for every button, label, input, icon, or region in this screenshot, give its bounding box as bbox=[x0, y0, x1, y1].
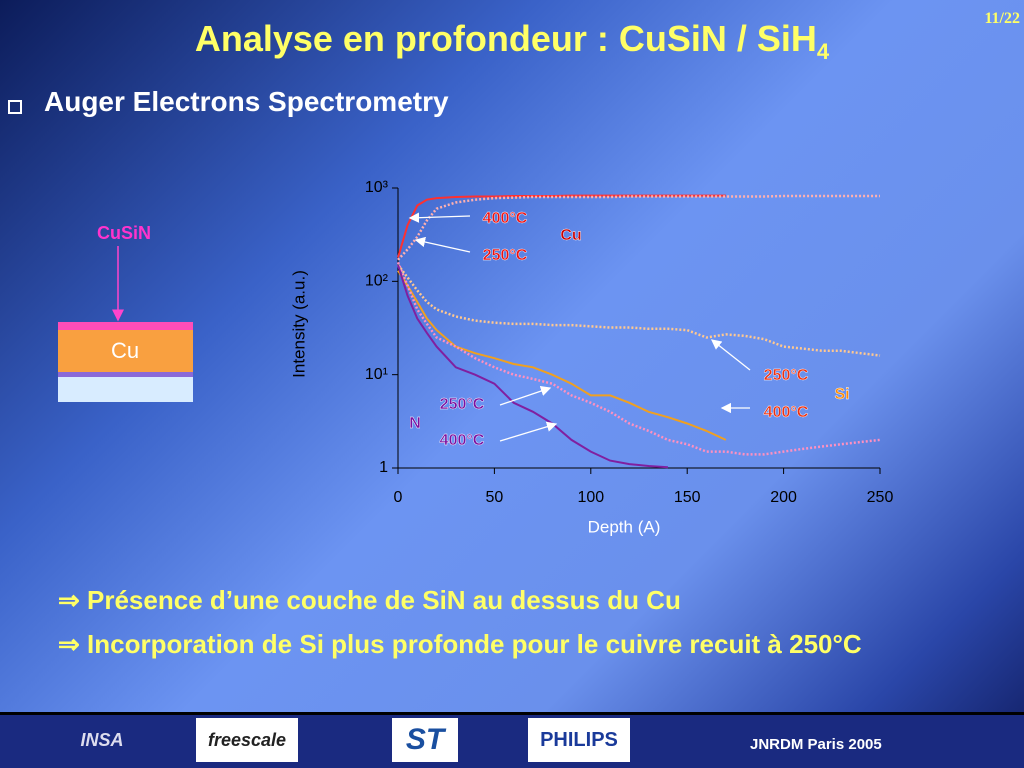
y-tick-label: 1 bbox=[379, 459, 388, 476]
bullet: Auger Electrons Spectrometry bbox=[44, 86, 449, 117]
annotation: 400°C bbox=[440, 432, 485, 449]
x-axis-label: Depth (A) bbox=[588, 517, 661, 536]
page-number: 11/22 bbox=[984, 10, 1020, 27]
x-tick-label: 150 bbox=[674, 489, 701, 506]
y-tick-label: 10² bbox=[365, 273, 389, 290]
y-axis-label: Intensity (a.u.) bbox=[289, 270, 308, 378]
event: JNRDM Paris 2005 bbox=[750, 736, 882, 753]
cu-layer bbox=[58, 330, 193, 372]
substrate-layer bbox=[58, 377, 193, 402]
y-tick-label: 10³ bbox=[365, 179, 389, 196]
title-text: Analyse en profondeur : CuSiN / SiH bbox=[194, 18, 817, 59]
series-line bbox=[397, 264, 881, 357]
title: Analyse en profondeur : CuSiN / SiH4 bbox=[0, 18, 1024, 65]
y-tick-label: 10¹ bbox=[365, 366, 388, 383]
series-line bbox=[396, 261, 881, 456]
series-line bbox=[397, 264, 668, 469]
layer-label: CuSiN bbox=[97, 223, 151, 243]
annotation: 400°C bbox=[764, 404, 809, 421]
cu-label: Cu bbox=[111, 338, 139, 363]
barrier-layer bbox=[58, 372, 193, 377]
logo: INSA bbox=[80, 729, 124, 750]
series-line bbox=[397, 194, 880, 261]
annotation-arrow bbox=[499, 421, 558, 442]
x-tick-label: 100 bbox=[577, 489, 604, 506]
series-line bbox=[397, 270, 727, 441]
bullet-marker bbox=[8, 100, 22, 114]
x-tick-label: 0 bbox=[394, 489, 403, 506]
annotation: 250°C bbox=[440, 396, 485, 413]
annotation: 250°C bbox=[764, 367, 809, 384]
annotation: N bbox=[409, 415, 421, 432]
chart: 1 10¹ 10² 10³ 0 50 100 150 200 250 Depth (A) Intens… bbox=[289, 179, 893, 536]
conclusion: ⇒ Présence d’une couche de SiN au dessus… bbox=[58, 585, 681, 615]
conclusion: ⇒ Incorporation de Si plus profonde pour… bbox=[58, 629, 862, 659]
annotation: Cu bbox=[560, 227, 581, 244]
annotation: 250°C bbox=[483, 247, 528, 264]
annotation-arrow bbox=[414, 236, 471, 253]
title-subscript: 4 bbox=[816, 39, 830, 65]
logo: ST bbox=[392, 718, 458, 762]
footer bbox=[0, 712, 1024, 768]
x-tick-label: 50 bbox=[486, 489, 504, 506]
logo: freescale bbox=[196, 718, 298, 762]
annotation-arrow bbox=[408, 212, 471, 223]
x-tick-label: 250 bbox=[867, 489, 894, 506]
annotation: 400°C bbox=[483, 210, 528, 227]
annotation-arrow bbox=[710, 339, 751, 371]
sin-layer bbox=[58, 322, 193, 330]
logo: PHILIPS bbox=[528, 718, 630, 762]
x-tick-label: 200 bbox=[770, 489, 797, 506]
annotation-arrow bbox=[499, 386, 552, 406]
annotation: Si bbox=[834, 386, 849, 403]
